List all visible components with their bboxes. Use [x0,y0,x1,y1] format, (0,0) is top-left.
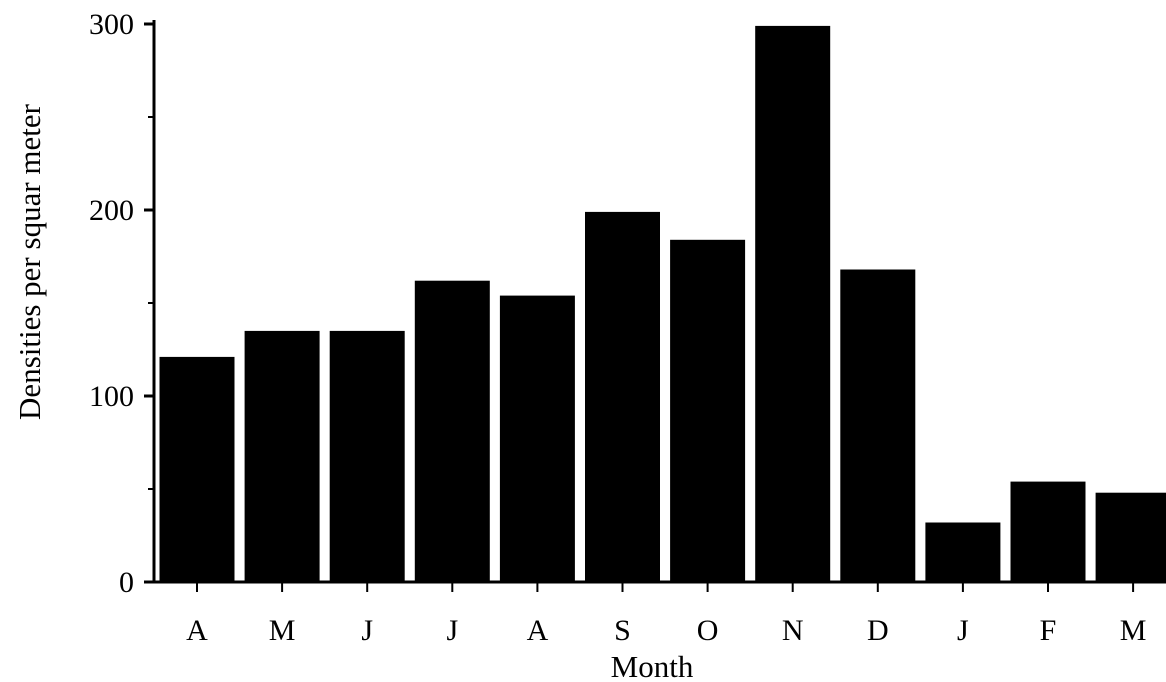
y-tick-label: 0 [119,566,134,599]
bar [925,522,1001,582]
bars [159,25,1166,583]
x-axis-title: Month [611,649,694,682]
bar [585,211,660,582]
y-axis: 0 100 200 300 [89,8,156,599]
bar [244,330,320,582]
bar [159,356,235,582]
y-tick-label: 100 [89,380,134,413]
x-tick-label: D [867,614,889,647]
y-tick-label: 200 [89,194,134,227]
x-tick-label: J [446,614,458,647]
bar [840,269,916,582]
bar [755,25,831,582]
x-tick-label: F [1040,614,1057,647]
bar [670,239,746,583]
x-tick-label: J [957,614,969,647]
y-axis-title: Densities per squar meter [12,103,47,420]
x-tick-label: A [186,614,208,647]
x-tick-label: S [614,614,631,647]
bar [499,295,575,582]
bar [1095,492,1166,582]
x-tick-label: N [782,614,804,647]
x-tick-label: J [361,614,373,647]
x-tick-label: M [1120,614,1147,647]
x-tick-label: O [697,614,719,647]
bar [329,330,405,582]
bar [414,280,490,582]
x-tick-label: A [527,614,549,647]
y-tick-label: 300 [89,8,134,41]
x-tick-label: M [269,614,296,647]
bar [1010,481,1086,582]
